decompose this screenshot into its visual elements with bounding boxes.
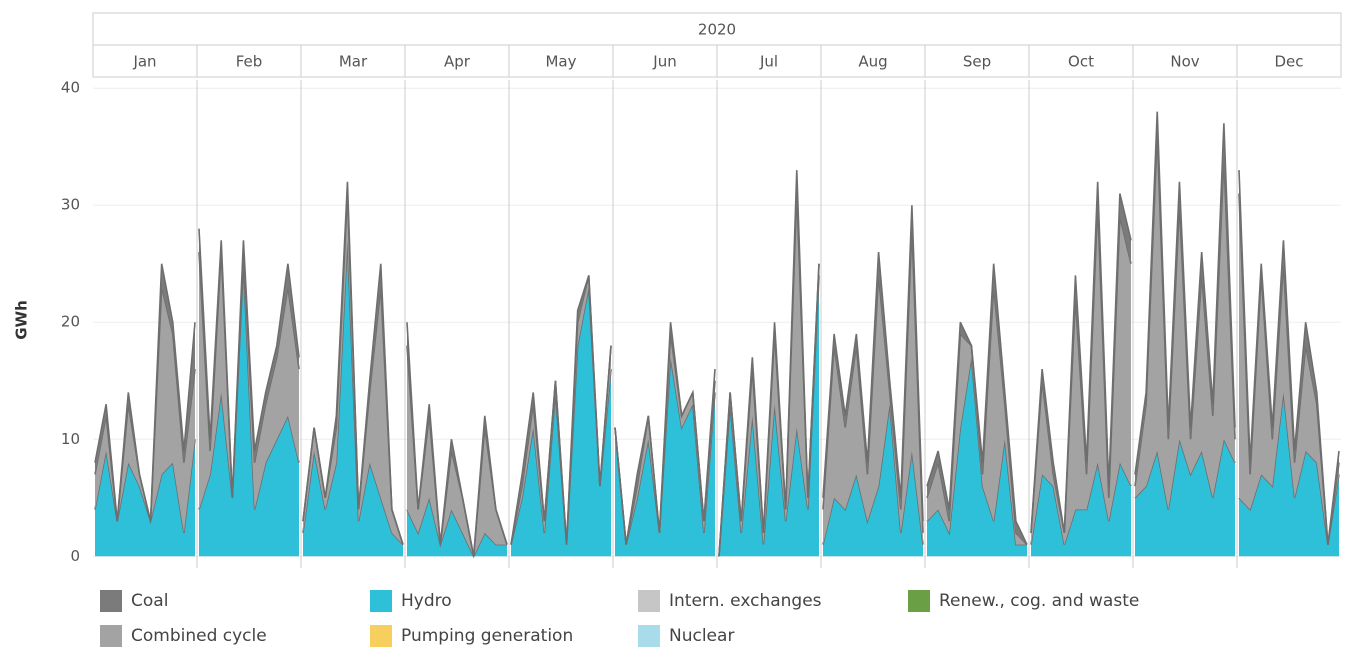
month-label: Jul (759, 53, 778, 71)
y-tick-label: 30 (61, 196, 80, 214)
month-label: Apr (444, 53, 471, 71)
month-label: Aug (858, 53, 887, 71)
y-axis-label: GWh (13, 300, 31, 340)
area-segment (927, 357, 1027, 557)
area-edge (1134, 111, 1236, 475)
month-label: Mar (339, 53, 368, 71)
y-tick-label: 40 (61, 79, 80, 97)
area-segment (95, 439, 195, 557)
legend-swatch (100, 625, 122, 647)
area-segment (1031, 205, 1131, 545)
area-edge (822, 205, 924, 522)
area-segment (511, 287, 611, 557)
legend-swatch (908, 590, 930, 612)
area-edge (406, 322, 508, 557)
area-edge (1030, 181, 1132, 534)
area-segment (1239, 392, 1339, 557)
legend-label: Combined cycle (131, 626, 267, 646)
legend-swatch (370, 590, 392, 612)
legend-label: Pumping generation (401, 626, 573, 646)
area-edge (198, 228, 300, 498)
header-year: 2020 (698, 21, 736, 39)
area-edge (1238, 170, 1340, 545)
area-segment (719, 275, 819, 557)
legend-label: Hydro (401, 591, 452, 611)
area-edge (614, 322, 716, 545)
month-label: Feb (236, 53, 263, 71)
y-tick-label: 0 (70, 547, 80, 565)
area-edge (510, 275, 612, 545)
month-label: Nov (1170, 53, 1199, 71)
legend-label: Coal (131, 591, 168, 611)
area-edge (302, 181, 404, 545)
month-label: Dec (1274, 53, 1303, 71)
month-label: Jun (652, 53, 676, 71)
y-tick-label: 10 (61, 430, 80, 448)
area-segment (823, 404, 923, 557)
y-tick-label: 20 (61, 313, 80, 331)
month-label: Oct (1068, 53, 1094, 71)
area-edge (94, 263, 196, 522)
area-segment (1031, 181, 1131, 533)
area-edge (926, 263, 1028, 545)
area-edge (718, 170, 820, 557)
legend-label: Renew., cog. and waste (939, 591, 1139, 611)
legend-swatch (638, 590, 660, 612)
legend-swatch (370, 625, 392, 647)
month-label: Sep (963, 53, 991, 71)
area-segment (95, 287, 195, 533)
area-segment (407, 345, 507, 557)
month-label: May (545, 53, 576, 71)
legend-swatch (638, 625, 660, 647)
legend-label: Nuclear (669, 626, 734, 646)
area-segment (199, 263, 299, 557)
month-label: Jan (132, 53, 156, 71)
legend-swatch (100, 590, 122, 612)
legend-label: Intern. exchanges (669, 591, 822, 611)
